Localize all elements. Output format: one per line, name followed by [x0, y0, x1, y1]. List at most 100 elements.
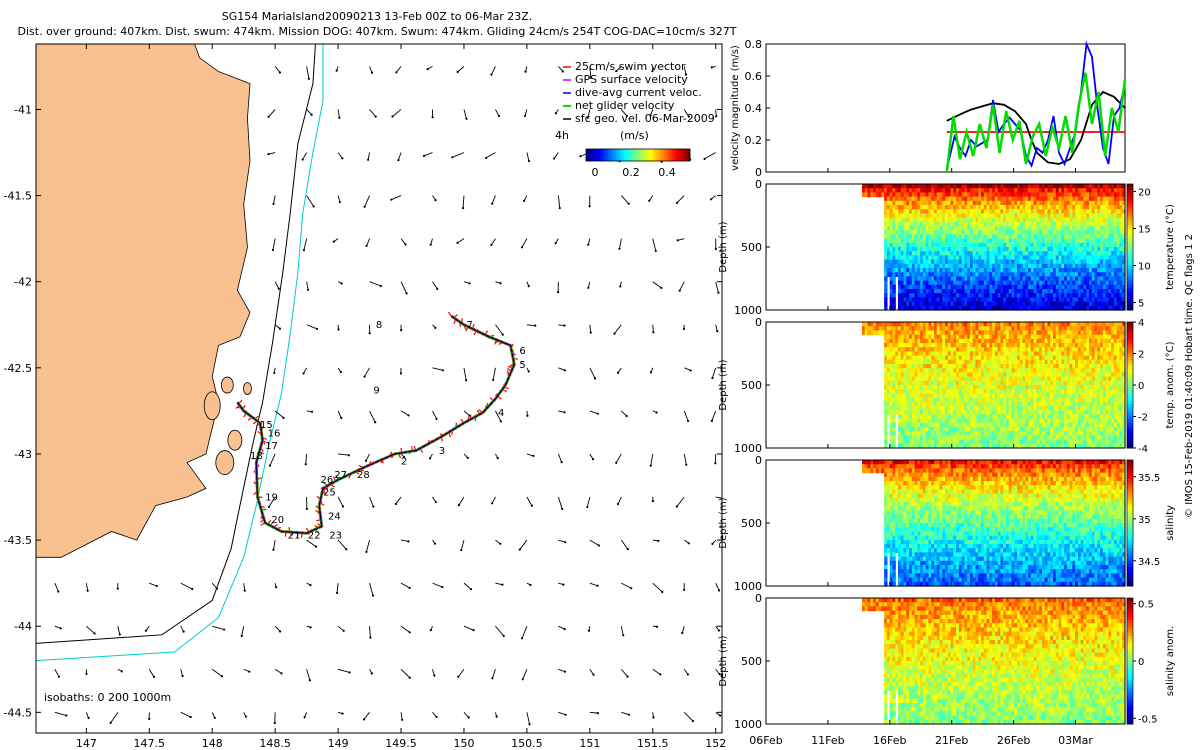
heatmap-cell	[884, 272, 888, 277]
geo-arrow-head	[391, 115, 394, 118]
heatmap-cell	[909, 255, 913, 261]
heatmap-cell	[997, 251, 1002, 256]
heatmap-cell	[884, 401, 888, 407]
heatmap-cell	[1014, 209, 1018, 214]
heatmap-cell	[1053, 297, 1057, 303]
heatmap-cell	[914, 259, 918, 265]
heatmap-cell	[1089, 276, 1093, 282]
heatmap-cell	[978, 272, 982, 277]
heatmap-cell	[950, 347, 954, 352]
heatmap-cell	[1077, 221, 1082, 227]
heatmap-cell	[936, 230, 941, 235]
heatmap-cell	[964, 184, 968, 189]
heatmap-colorbar-cell	[1127, 196, 1133, 201]
heatmap-cell	[967, 385, 971, 390]
heatmap-cell	[1102, 226, 1107, 231]
heatmap-cell	[972, 364, 977, 369]
heatmap-cell	[917, 188, 921, 193]
heatmap-cell	[972, 221, 977, 227]
heatmap-cell	[1069, 205, 1073, 210]
heatmap-cell	[884, 372, 888, 378]
heatmap-colorbar-frame	[1126, 183, 1134, 311]
heatmap-cell	[986, 230, 990, 235]
heatmap-cell	[900, 431, 905, 436]
heatmap-cell	[953, 347, 957, 352]
heatmap-cell	[925, 385, 930, 390]
heatmap-cell	[873, 330, 877, 336]
heatmap-cell	[925, 435, 930, 441]
geo-arrow	[463, 109, 467, 119]
heatmap-cell	[1017, 259, 1021, 265]
heatmap-cell	[906, 301, 910, 307]
heatmap-cell	[1025, 280, 1029, 286]
heatmap-cell	[1014, 226, 1018, 231]
heatmap-cell	[953, 213, 957, 219]
geo-arrow-head	[429, 243, 432, 246]
heatmap-cell	[933, 280, 938, 286]
heatmap-cell	[914, 205, 918, 210]
geo-arrow-head	[341, 505, 345, 508]
heatmap-cell	[1097, 297, 1101, 303]
geo-arrow-head	[465, 379, 468, 382]
heatmap-cell	[1066, 209, 1071, 214]
colorbar-cell	[680, 149, 683, 161]
heatmap-cell	[1030, 301, 1035, 307]
heatmap-cell	[903, 255, 907, 261]
heatmap-cell	[1044, 200, 1049, 206]
heatmap-cell	[945, 289, 949, 294]
heatmap-cell	[945, 213, 949, 219]
geo-arrow-head	[337, 328, 340, 331]
heatmap-cell	[1100, 272, 1104, 277]
heatmap-cell	[947, 376, 952, 382]
heatmap-cell	[1080, 196, 1085, 202]
colorbar-cell	[610, 149, 613, 161]
heatmap-cell	[920, 251, 924, 256]
heatmap-cell	[1061, 234, 1065, 240]
heatmap-cell	[1005, 276, 1010, 282]
heatmap-cell	[942, 200, 946, 206]
heatmap-cell	[950, 427, 954, 432]
heatmap-cell	[1053, 205, 1057, 210]
heatmap-cell	[1116, 268, 1121, 273]
heatmap-cell	[909, 406, 913, 411]
heatmap-cell	[975, 184, 979, 189]
geo-arrow	[369, 583, 374, 596]
heatmap-cell	[914, 431, 918, 436]
heatmap-cell	[906, 422, 910, 428]
heatmap-cell	[1083, 305, 1087, 311]
heatmap-cell	[969, 247, 974, 252]
geo-arrow-head	[563, 324, 566, 327]
heatmap-cell	[903, 372, 907, 378]
heatmap-cell	[1066, 293, 1071, 298]
heatmap-cell	[886, 238, 891, 244]
heatmap-cell	[956, 209, 960, 214]
heatmap-cell	[903, 247, 907, 252]
heatmap-cell	[1055, 247, 1060, 252]
heatmap-cell	[900, 242, 905, 248]
geo-arrow-head	[436, 287, 439, 290]
heatmap-cell	[928, 414, 932, 420]
heatmap-cell	[1033, 280, 1038, 286]
heatmap-cell	[889, 284, 894, 290]
heatmap-cell	[1064, 280, 1068, 286]
heatmap-cell	[933, 397, 938, 403]
heatmap-cell	[969, 255, 974, 261]
heatmap-cell	[1039, 297, 1043, 303]
heatmap-cell	[1105, 217, 1109, 223]
heatmap-cell	[1030, 297, 1035, 303]
heatmap-cell	[1058, 230, 1062, 235]
heatmap-cell	[931, 431, 935, 436]
heatmap-cell	[975, 213, 979, 219]
heatmap-cell	[911, 213, 916, 219]
heatmap-cell	[928, 347, 932, 352]
heatmap-cell	[864, 184, 869, 189]
heatmap-cell	[903, 196, 907, 202]
heatmap-cell	[945, 268, 949, 273]
geo-arrow	[614, 324, 622, 334]
heatmap-cell	[953, 192, 957, 198]
heatmap-cell	[1014, 184, 1018, 189]
heatmap-cell	[889, 393, 894, 399]
heatmap-cell	[1041, 268, 1046, 273]
heatmap-cell	[903, 209, 907, 214]
heatmap-cell	[1116, 242, 1121, 248]
